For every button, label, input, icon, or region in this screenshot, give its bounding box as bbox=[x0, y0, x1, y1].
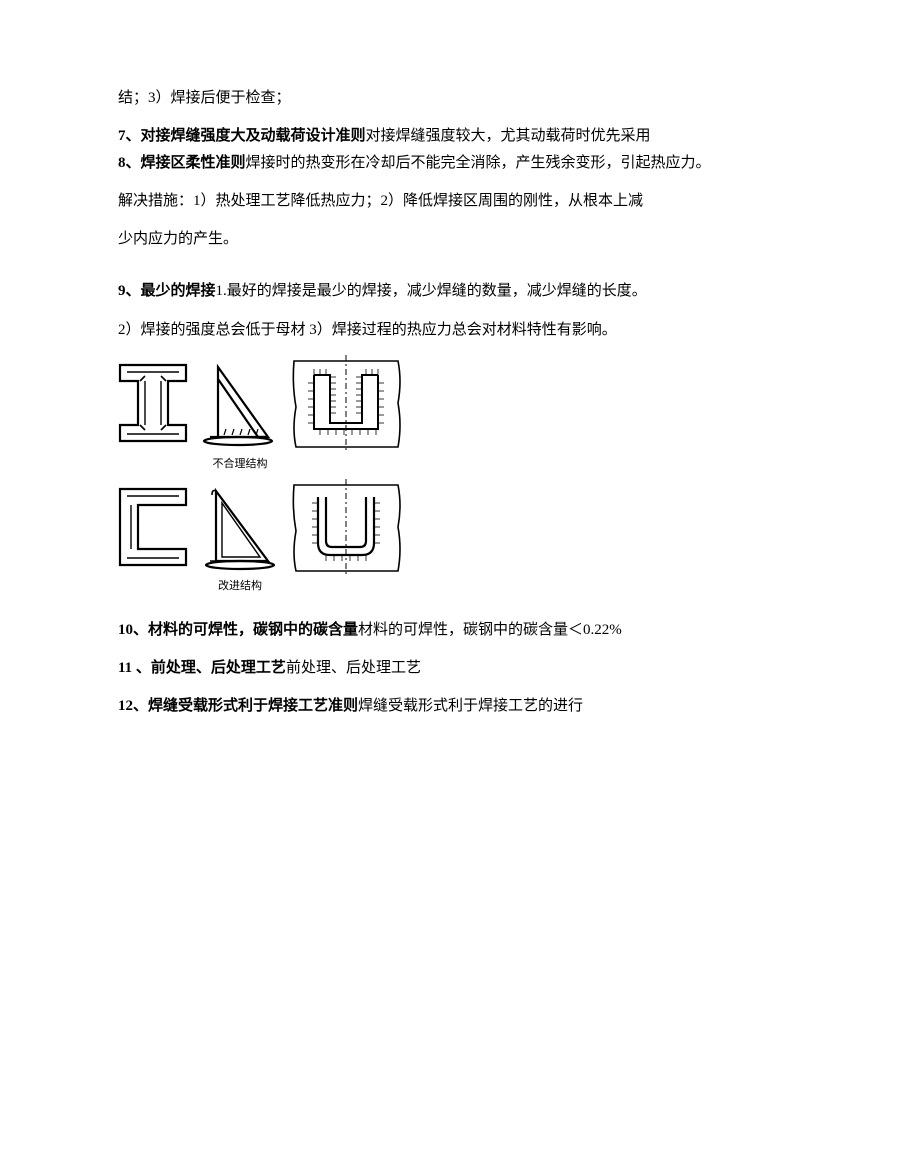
item-9-body1: 1.最好的焊接是最少的焊接，减少焊缝的数量，减少焊缝的长度。 bbox=[216, 283, 647, 299]
item-10-lead: 10、材料的可焊性，碳钢中的碳含量 bbox=[118, 622, 358, 638]
item-9-lead: 9、最少的焊接 bbox=[118, 283, 216, 299]
item-8-body: 焊接时的热变形在冷却后不能完全消除，产生残余变形，引起热应力。 bbox=[246, 155, 711, 171]
label-bad-structure: 不合理结构 bbox=[213, 456, 268, 470]
item-11-lead: 11 、前处理、后处理工艺 bbox=[118, 660, 286, 676]
item-9: 9、最少的焊接1.最好的焊接是最少的焊接，减少焊缝的数量，减少焊缝的长度。 bbox=[118, 278, 802, 304]
item-10: 10、材料的可焊性，碳钢中的碳含量材料的可焊性，碳钢中的碳含量＜0.22% bbox=[118, 617, 802, 643]
item-7: 7、对接焊缝强度大及动载荷设计准则对接焊缝强度较大，尤其动载荷时优先采用 bbox=[118, 123, 802, 149]
item-12: 12、焊缝受载形式利于焊接工艺准则焊缝受载形式利于焊接工艺的进行 bbox=[118, 693, 802, 719]
label-good-structure: 改进结构 bbox=[218, 578, 262, 592]
item-11-body: 前处理、后处理工艺 bbox=[286, 660, 421, 676]
item-8-lead: 8、焊接区柔性准则 bbox=[118, 155, 246, 171]
solve-line-1: 解决措施：1）热处理工艺降低热应力；2）降低焊接区周围的刚性，从根本上减 bbox=[118, 188, 802, 214]
item-12-body: 焊缝受载形式利于焊接工艺的进行 bbox=[358, 698, 583, 714]
line-previous-continued: 结；3）焊接后便于检查； bbox=[118, 85, 802, 111]
structure-comparison-figure: 不合理结构 bbox=[118, 355, 802, 605]
page: 结；3）焊接后便于检查； 7、对接焊缝强度大及动载荷设计准则对接焊缝强度较大，尤… bbox=[0, 0, 920, 792]
solve-line-2: 少内应力的产生。 bbox=[118, 226, 802, 252]
item-10-body: 材料的可焊性，碳钢中的碳含量＜0.22% bbox=[358, 622, 622, 638]
item-8: 8、焊接区柔性准则焊接时的热变形在冷却后不能完全消除，产生残余变形，引起热应力。 bbox=[118, 150, 802, 176]
diagram-svg: 不合理结构 bbox=[118, 355, 408, 605]
item-11: 11 、前处理、后处理工艺前处理、后处理工艺 bbox=[118, 655, 802, 681]
item-7-lead: 7、对接焊缝强度大及动载荷设计准则 bbox=[118, 128, 366, 144]
item-12-lead: 12、焊缝受载形式利于焊接工艺准则 bbox=[118, 698, 358, 714]
item-7-body: 对接焊缝强度较大，尤其动载荷时优先采用 bbox=[366, 128, 651, 144]
item-9-body2: 2）焊接的强度总会低于母材 3）焊接过程的热应力总会对材料特性有影响。 bbox=[118, 317, 802, 343]
